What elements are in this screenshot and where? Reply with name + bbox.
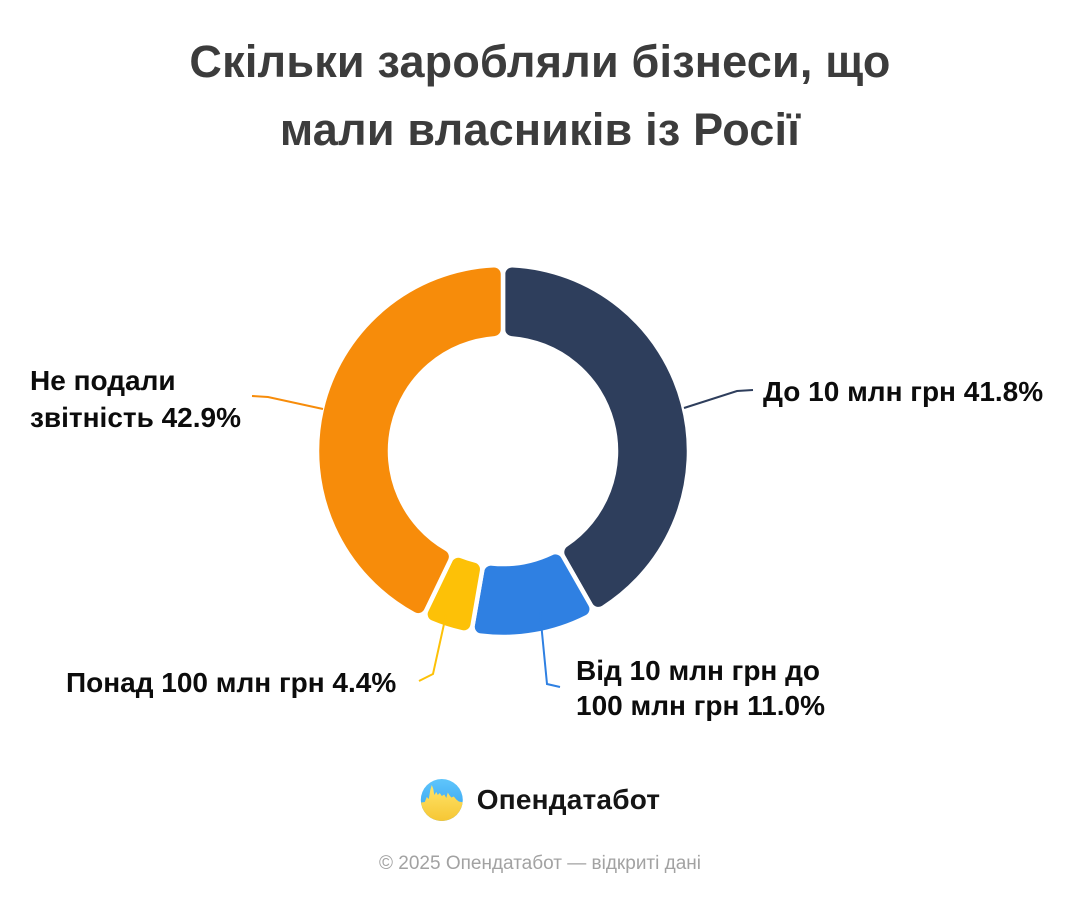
callout-label-over-100m: Понад 100 млн грн 4.4% [66,665,396,701]
leader-line-2 [418,614,447,682]
callout-line: звітність 42.9% [30,402,241,433]
donut-slice-3 [314,262,506,618]
title-line-2: мали власників із Росії [279,104,801,155]
callout-label-under-10m: До 10 млн грн 41.8% [763,374,1043,410]
page-title: Скільки заробляли бізнеси, що мали власни… [0,28,1080,164]
callout-line: Від 10 млн грн до [576,655,821,686]
leader-line-3 [251,395,324,410]
donut-slice-0 [500,262,692,612]
brand-name: Опендатабот [476,784,661,815]
opendatabot-logo: Опендатабот [420,778,660,822]
callout-line: До 10 млн грн 41.8% [763,376,1044,407]
callout-line: Не подали [30,365,176,396]
callout-label-10m-to-100m: Від 10 млн грн до 100 млн грн 11.0% [576,653,825,723]
leader-line-1 [539,611,561,688]
callout-line: Понад 100 млн грн 4.4% [66,667,397,698]
title-line-1: Скільки заробляли бізнеси, що [189,36,891,87]
copyright-text: © 2025 Опендатабот — відкриті дані [379,853,701,874]
opendatabot-logo-icon [420,779,463,821]
leader-line-0 [683,389,754,409]
callout-label-no-report: Не подали звітність 42.9% [30,362,241,436]
callout-line: 100 млн грн 11.0% [576,690,825,721]
